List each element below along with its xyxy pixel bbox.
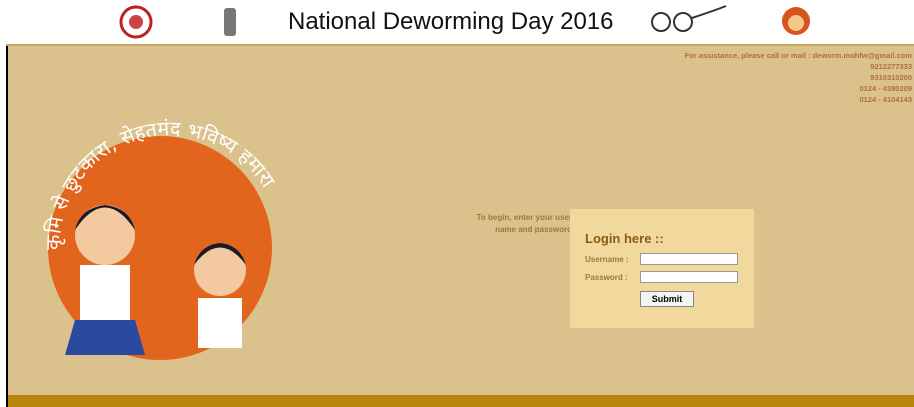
phone: 9310310200: [685, 72, 912, 83]
password-label: Password :: [585, 273, 628, 282]
boy-shirt: [198, 298, 242, 348]
phone: 9212277333: [685, 61, 912, 72]
logo-glasses-left: [652, 13, 670, 31]
girl-shirt: [80, 265, 130, 325]
logo-mascot-face: [788, 15, 804, 31]
username-label: Username :: [585, 255, 629, 264]
page-title: National Deworming Day 2016: [288, 8, 614, 36]
submit-button[interactable]: Submit: [640, 291, 694, 307]
username-input[interactable]: [640, 253, 738, 265]
page: National Deworming Day 2016 कृमि से छुटक…: [0, 0, 914, 407]
phone: 0124 - 4380209: [685, 83, 912, 94]
password-input[interactable]: [640, 271, 738, 283]
footer-bar: [6, 395, 914, 407]
logo-emblem: [224, 8, 236, 36]
girl-skirt: [65, 320, 145, 355]
logo-glasses-arm: [692, 6, 726, 18]
frame: National Deworming Day 2016 कृमि से छुटक…: [0, 0, 914, 407]
login-instruction: To begin, enter your user name and passw…: [468, 212, 572, 236]
header: National Deworming Day 2016: [6, 0, 914, 46]
logo-glasses-right: [674, 13, 692, 31]
assistance-text: For assistance, please call or mail : de…: [685, 50, 912, 61]
banner-illustration: कृमि से छुटकारा, सेहतमंद भविष्य हमारा: [20, 80, 300, 360]
main-panel: कृमि से छुटकारा, सेहतमंद भविष्य हमारा Fo…: [6, 46, 914, 395]
contact-info: For assistance, please call or mail : de…: [685, 50, 912, 105]
logo-nhm-inner: [129, 15, 143, 29]
login-heading: Login here ::: [585, 231, 664, 246]
login-box: Login here :: Username : Password : Subm…: [570, 209, 754, 328]
phone: 0124 - 4104143: [685, 94, 912, 105]
